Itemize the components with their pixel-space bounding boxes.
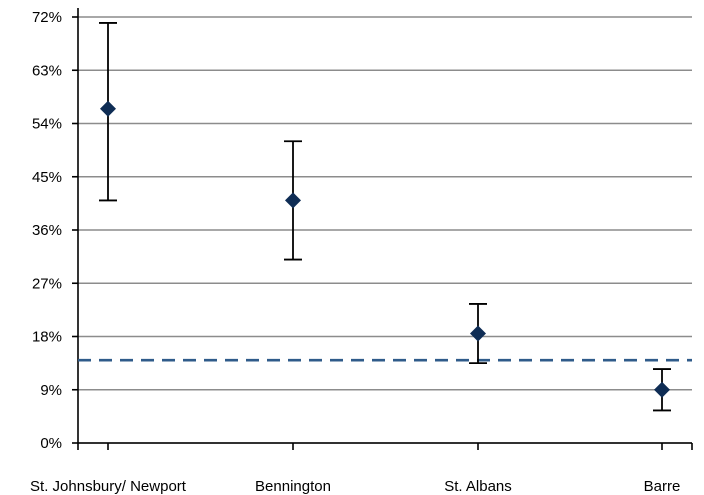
y-tick-label: 18% <box>32 329 62 346</box>
y-tick-label: 27% <box>32 275 62 292</box>
x-tick-label: Bennington <box>255 478 331 495</box>
x-tick-label: St. Johnsbury/ Newport <box>30 478 187 495</box>
y-tick-label: 63% <box>32 62 62 79</box>
data-point <box>285 192 301 209</box>
grid-layer <box>78 16 692 444</box>
y-tick-label: 36% <box>32 222 62 239</box>
y-axis-tick-labels: 0% 9% 18% 27% 36% 45% 54% 63% 72% <box>32 9 62 452</box>
data-point <box>654 381 670 398</box>
x-axis-tick-labels: St. Johnsbury/ Newport Bennington St. Alba… <box>30 478 680 495</box>
y-tick-label: 0% <box>40 435 62 452</box>
y-tick-label: 72% <box>32 9 62 26</box>
data-point <box>470 325 486 342</box>
data-point <box>100 100 116 117</box>
error-bars-layer <box>99 22 671 412</box>
data-points-layer <box>100 100 670 398</box>
axes <box>72 8 693 450</box>
x-tick-label: St. Albans <box>444 478 512 495</box>
y-tick-label: 54% <box>32 116 62 133</box>
x-tick-label: Barre <box>644 478 681 495</box>
y-tick-label: 45% <box>32 169 62 186</box>
y-tick-label: 9% <box>40 382 62 399</box>
